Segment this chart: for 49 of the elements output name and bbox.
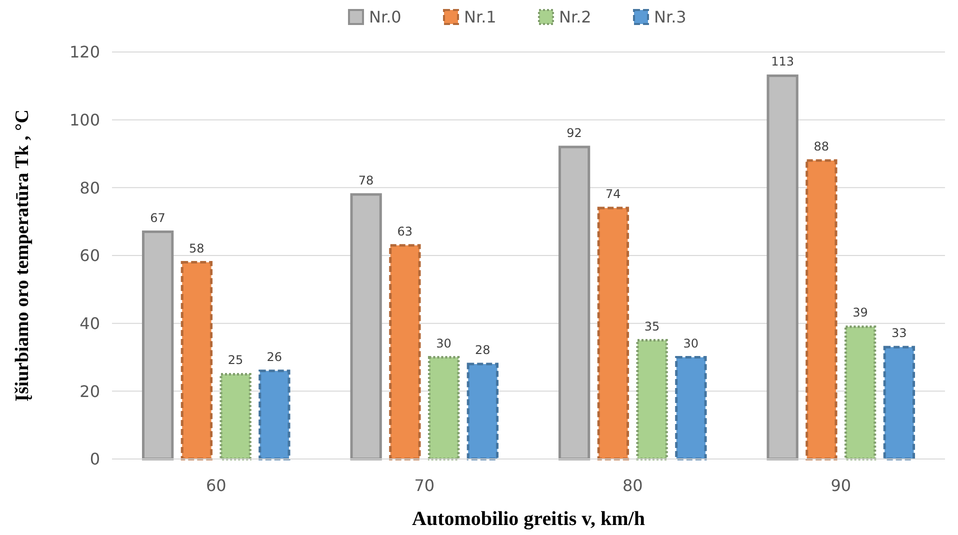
- data-label: 33: [892, 326, 907, 340]
- bar: [389, 244, 421, 460]
- bar: [597, 206, 630, 460]
- data-label: 113: [771, 54, 794, 69]
- y-tick-label: 20: [80, 382, 100, 401]
- y-tick-label: 100: [69, 110, 100, 130]
- x-tick-label: 80: [622, 476, 643, 495]
- data-label: 30: [683, 336, 699, 350]
- x-axis-title: Automobilio greitis v, km/h: [412, 508, 645, 530]
- bar: [180, 261, 213, 460]
- data-label: 30: [436, 336, 452, 350]
- x-tick-label: 70: [414, 476, 435, 495]
- y-tick-label: 40: [80, 314, 100, 333]
- data-label: 35: [644, 319, 660, 334]
- bar: [558, 146, 590, 460]
- bar: [466, 362, 499, 460]
- bar: [220, 372, 252, 460]
- x-tick-label: 60: [206, 476, 226, 495]
- y-tick-label: 60: [80, 246, 100, 266]
- bar: [258, 370, 290, 460]
- y-axis-title: Įšiurbiamo oro temperatūra Tk , °C: [12, 110, 33, 402]
- data-label: 25: [228, 353, 244, 368]
- legend-label: Nr.2: [559, 8, 592, 27]
- data-label: 88: [814, 140, 830, 154]
- data-label: 58: [189, 241, 204, 256]
- bar: [766, 74, 798, 460]
- data-label: 63: [397, 224, 413, 238]
- data-label: 39: [852, 306, 868, 320]
- data-label: 26: [266, 350, 282, 364]
- bar: [142, 230, 174, 460]
- bar: [428, 356, 460, 460]
- y-tick-label: 0: [90, 450, 100, 469]
- data-label: 67: [150, 210, 166, 225]
- legend-label: Nr.0: [369, 8, 402, 27]
- bar: [675, 356, 707, 460]
- bar: [636, 339, 668, 460]
- data-label: 92: [566, 126, 582, 140]
- bar: [350, 193, 382, 460]
- y-tick-label: 80: [80, 178, 100, 198]
- y-tick-label: 120: [69, 42, 100, 62]
- legend-label: Nr.3: [654, 8, 686, 27]
- bar: [883, 346, 916, 460]
- legend-label: Nr.1: [464, 8, 496, 27]
- bar: [806, 159, 838, 460]
- data-label: 74: [606, 187, 621, 202]
- x-tick-label: 90: [830, 476, 852, 495]
- data-label: 78: [358, 173, 374, 188]
- data-label: 28: [475, 343, 490, 358]
- bar: [844, 325, 876, 460]
